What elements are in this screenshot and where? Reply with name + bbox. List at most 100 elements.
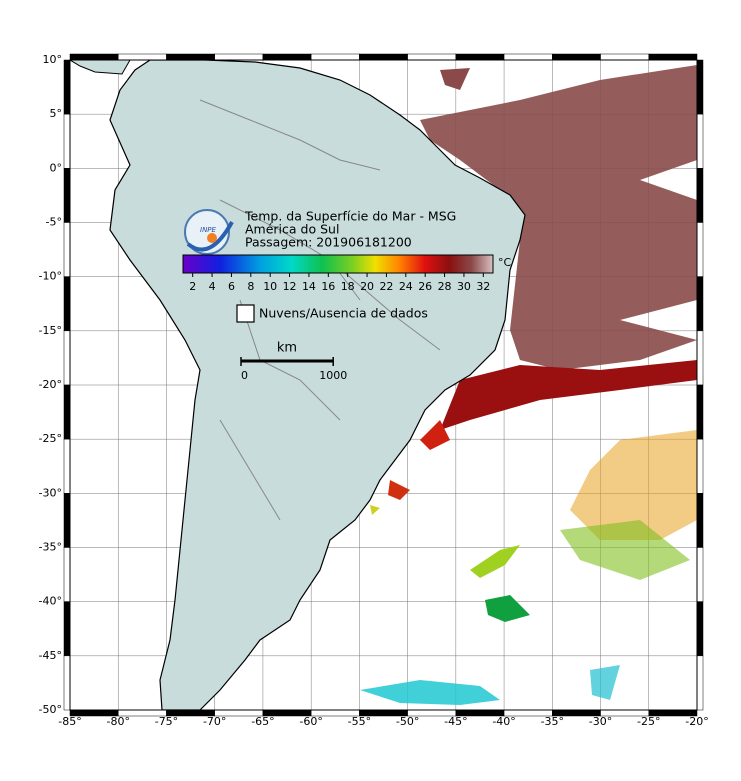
frame-segment xyxy=(648,53,698,61)
map-title: Temp. da Superfície do Mar - MSG xyxy=(244,209,456,224)
borders xyxy=(199,99,441,521)
frame-segment xyxy=(63,59,71,115)
frame-segment xyxy=(600,53,650,61)
y-tick-label: -45° xyxy=(39,649,62,662)
x-tick-label: -25° xyxy=(637,715,660,728)
colorbar xyxy=(182,254,494,274)
frame-segment xyxy=(696,438,704,494)
scale-tick-label: 0 xyxy=(241,369,248,382)
x-tick-label: -65° xyxy=(251,715,274,728)
colorbar-tick-label: 24 xyxy=(399,280,413,293)
y-tick-label: 0° xyxy=(50,161,63,174)
colorbar-tick-label: 22 xyxy=(379,280,393,293)
frame-segment xyxy=(455,53,505,61)
y-tick-label: -35° xyxy=(39,541,62,554)
frame-segment xyxy=(696,655,704,711)
y-tick-label: -50° xyxy=(39,703,62,716)
sst-patch xyxy=(485,595,530,622)
logo: INPE xyxy=(184,209,234,255)
frame-segment xyxy=(63,655,71,711)
frame-segment xyxy=(696,493,704,548)
colorbar-tick-label: 28 xyxy=(438,280,452,293)
colorbar-tick-label: 30 xyxy=(457,280,471,293)
frame-segment xyxy=(63,330,71,386)
frame-segment xyxy=(696,168,704,223)
sst-patch xyxy=(560,520,690,580)
colorbar-tick-label: 2 xyxy=(189,280,196,293)
frame-segment xyxy=(503,53,553,61)
x-tick-label: -20° xyxy=(685,715,708,728)
colorbar-tick-label: 26 xyxy=(418,280,432,293)
frame-segment xyxy=(214,53,264,61)
y-tick-label: -40° xyxy=(39,595,62,608)
y-tick-label: -10° xyxy=(39,270,62,283)
sst-patch xyxy=(440,68,470,90)
scale-unit: km xyxy=(277,341,297,356)
frame-segment xyxy=(166,53,215,61)
y-tick-label: 5° xyxy=(50,107,63,120)
sst-patch xyxy=(440,360,697,430)
colorbar-tick-label: 12 xyxy=(283,280,297,293)
frame-segment xyxy=(63,113,71,169)
colorbar-tick-label: 10 xyxy=(263,280,277,293)
colorbar-ticks: 2 4 6 8 10 12 14 16 18 20 22 24 26 28 30 32 xyxy=(189,273,490,293)
frame-segment xyxy=(63,276,71,332)
x-tick-label: -40° xyxy=(492,715,515,728)
frame-segment xyxy=(262,53,312,61)
y-tick-label: 10° xyxy=(43,53,63,66)
frame-segment xyxy=(63,438,71,494)
sst-warm-region xyxy=(420,65,697,370)
y-tick-label: -5° xyxy=(46,216,62,229)
x-tick-label: -35° xyxy=(541,715,564,728)
frame-segment xyxy=(696,59,704,115)
colorbar-tick-label: 32 xyxy=(476,280,490,293)
frame-segment xyxy=(359,53,408,61)
x-tick-label: -70° xyxy=(203,715,226,728)
x-tick-label: -80° xyxy=(106,715,129,728)
colorbar-tick-label: 20 xyxy=(360,280,374,293)
frame-segment xyxy=(63,168,71,223)
sst-patch xyxy=(470,545,520,578)
sst-patch xyxy=(360,680,500,705)
x-tick-label: -60° xyxy=(299,715,322,728)
frame-segment xyxy=(696,276,704,332)
frame-segment xyxy=(310,53,360,61)
y-tick-label: -20° xyxy=(39,378,62,391)
colorbar-tick-label: 14 xyxy=(302,280,316,293)
colorbar-tick-label: 8 xyxy=(247,280,254,293)
frame-segment xyxy=(696,547,704,602)
colorbar-tick-label: 4 xyxy=(209,280,216,293)
scale-bar: 0 1000 xyxy=(240,357,347,382)
scale-tick-label: 1000 xyxy=(319,369,347,382)
logo-dot xyxy=(207,233,217,243)
frame-segment xyxy=(696,384,704,440)
pass-time: Passagem: 201906181200 xyxy=(245,235,412,250)
frame-segment xyxy=(696,601,704,657)
legend-swatch xyxy=(236,304,255,323)
logo-swoosh xyxy=(186,221,234,252)
sst-patch xyxy=(570,430,697,540)
x-tick-label: -85° xyxy=(58,715,81,728)
x-tick-label: -30° xyxy=(589,715,612,728)
map-frame xyxy=(69,59,698,711)
frame-segment xyxy=(63,601,71,657)
sst-patch xyxy=(590,665,620,700)
colorbar-tick-label: 18 xyxy=(341,280,355,293)
frame-segment xyxy=(696,222,704,277)
colorbar-unit: °C xyxy=(498,256,512,269)
x-tick-label: -75° xyxy=(155,715,178,728)
frame-segment xyxy=(63,384,71,440)
colorbar-tick-label: 6 xyxy=(228,280,235,293)
frame-segment xyxy=(696,330,704,386)
legend-label: Nuvens/Ausencia de dados xyxy=(259,306,428,321)
central-america xyxy=(70,60,131,75)
map-subtitle: América do Sul xyxy=(245,222,339,237)
frame-segment xyxy=(69,53,119,61)
x-tick-label: -50° xyxy=(396,715,419,728)
y-tick-label: -15° xyxy=(39,324,62,337)
frame-segment xyxy=(63,222,71,277)
frame-segment xyxy=(63,547,71,602)
x-tick-label: -45° xyxy=(444,715,467,728)
frame-segment xyxy=(407,53,457,61)
